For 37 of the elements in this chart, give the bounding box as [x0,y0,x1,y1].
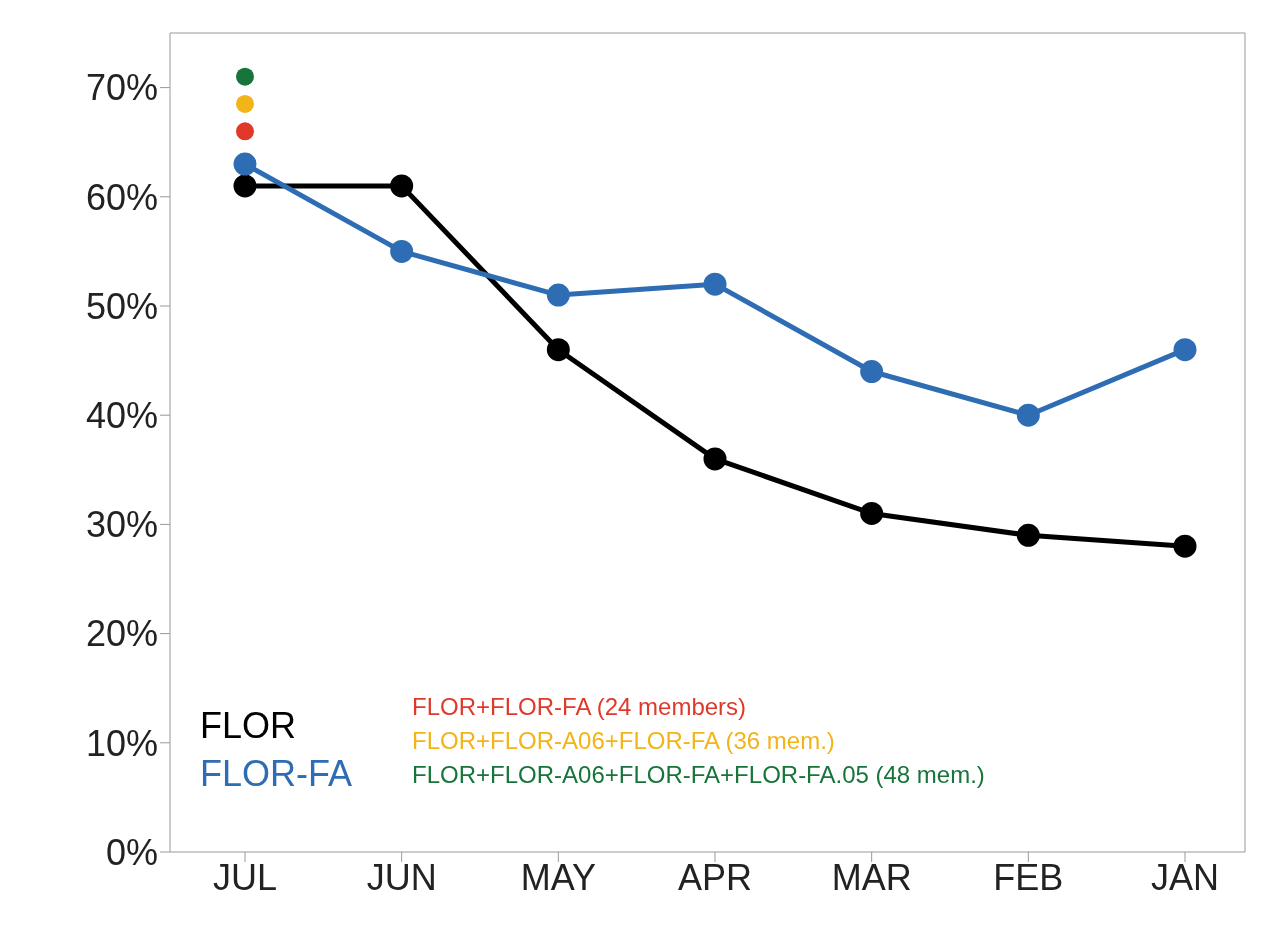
point [1016,403,1040,427]
y-tick-label: 20% [85,613,158,655]
point [703,272,727,296]
x-tick-label: FEB [993,856,1064,898]
x-tick-label: JUN [366,856,437,898]
y-tick-label: 30% [85,504,158,546]
point [546,338,570,362]
point [703,447,727,471]
x-tick-label: JUL [212,856,278,898]
y-tick-label: 40% [85,394,158,436]
text: FLOR-FA [200,752,353,796]
text: FLOR [200,704,297,748]
point [860,360,884,384]
point [236,122,254,141]
text: FLOR+FLOR-FA (24 members) [412,692,748,722]
y-tick-label: 70% [85,67,158,109]
text: FLOR+FLOR-A06+FLOR-FA+FLOR-FA.05 (48 mem.) [412,760,985,790]
point [860,501,884,525]
point [236,67,254,86]
point [233,174,257,198]
point [236,94,254,113]
x-tick-label: JAN [1150,856,1220,898]
point [1173,338,1197,362]
text: FLOR+FLOR-A06+FLOR-FA (36 mem.) [412,726,836,756]
x-tick-label: MAR [831,856,912,898]
point [233,152,257,176]
x-tick-label: APR [677,856,753,898]
y-tick-label: 0% [105,831,158,873]
point [546,283,570,307]
point [1173,534,1197,558]
y-tick-label: 10% [85,722,158,764]
point [390,239,414,263]
point [1016,523,1040,547]
y-tick-label: 50% [85,285,158,327]
point [390,174,414,198]
x-tick-label: MAY [520,856,597,898]
y-tick-label: 60% [85,176,158,218]
